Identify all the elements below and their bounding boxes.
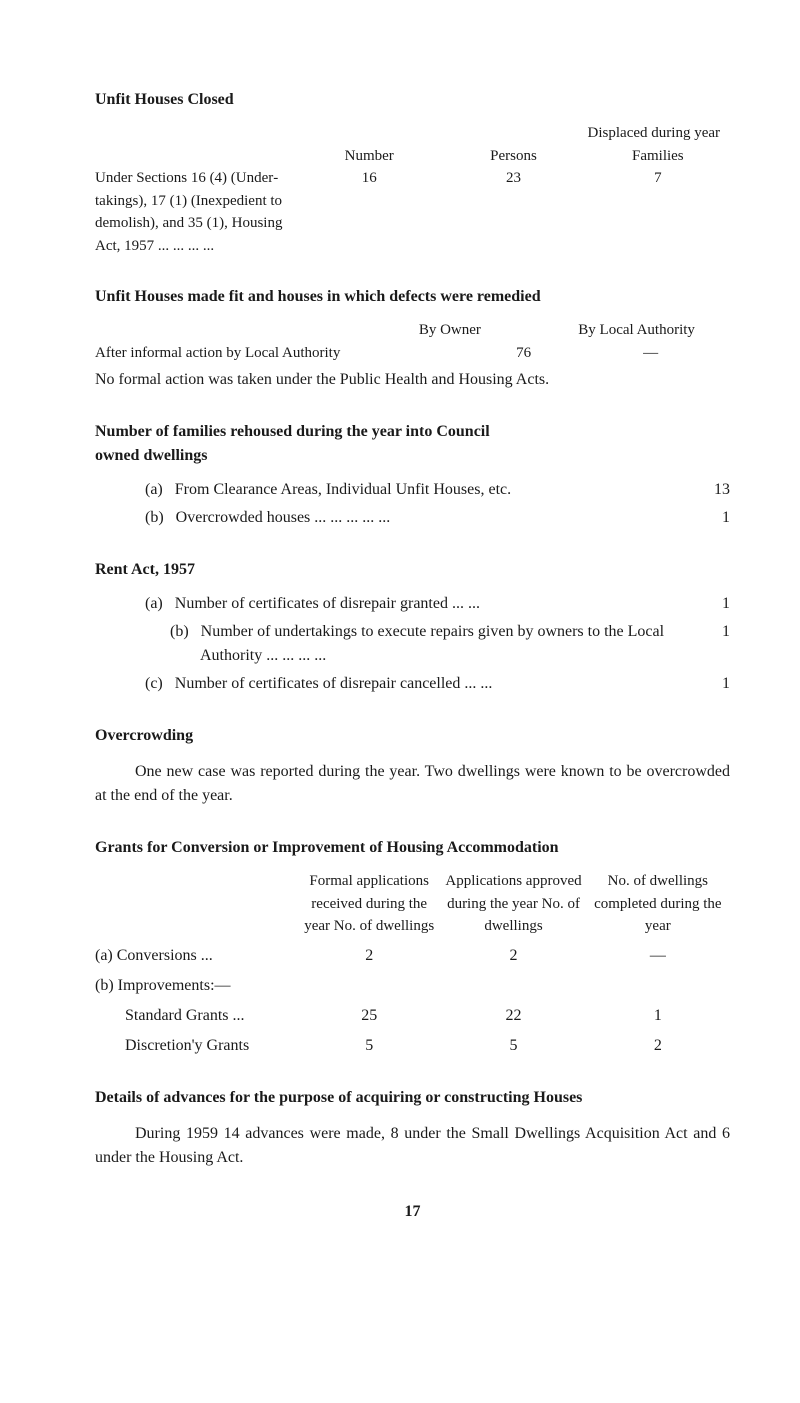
grants-row-a-label: (a) Conversions ... xyxy=(95,944,297,968)
section2-note: No formal action was taken under the Pub… xyxy=(95,368,730,392)
section4-item-a: (a) Number of certificates of disrepair … xyxy=(145,592,730,616)
section3-b-text: Overcrowded houses ... ... ... ... ... xyxy=(176,509,391,526)
section2-row1-label: After informal action by Local Authority xyxy=(95,342,476,365)
col-by-authority: By Local Authority xyxy=(543,319,730,342)
grants-row-a-v3: — xyxy=(586,944,730,968)
heading-rent-act: Rent Act, 1957 xyxy=(95,558,730,582)
heading-grants: Grants for Conversion or Improvement of … xyxy=(95,836,730,860)
section1-number: 16 xyxy=(297,167,441,257)
grants-row-a-v1: 2 xyxy=(297,944,441,968)
heading-unfit-closed: Unfit Houses Closed xyxy=(95,88,730,112)
section2-row1-authority: — xyxy=(571,342,730,365)
section3-a-text: From Clearance Areas, Individual Unfit H… xyxy=(175,481,511,498)
section4-item-c: (c) Number of certificates of disrepair … xyxy=(145,672,730,696)
col-by-owner: By Owner xyxy=(356,319,543,342)
section4-c-text: Number of certificates of disrepair canc… xyxy=(175,675,493,692)
grants-row-b-label: (b) Improvements:— xyxy=(95,974,297,998)
section4-b-letter: (b) xyxy=(170,623,189,640)
grants-col3: No. of dwellings completed during the ye… xyxy=(586,870,730,938)
grants-row-std-v2: 22 xyxy=(441,1004,585,1028)
grants-table: Formal applica­tions received during the… xyxy=(95,870,730,1058)
overcrowding-para: One new case was reported during the yea… xyxy=(95,760,730,808)
grants-row-std-v3: 1 xyxy=(586,1004,730,1028)
section1-persons: 23 xyxy=(441,167,585,257)
section4-a-text: Number of certificates of disrepair gran… xyxy=(175,595,480,612)
section2-row1-owner: 76 xyxy=(476,342,571,365)
section3-item-b: (b) Overcrowded houses ... ... ... ... .… xyxy=(145,506,730,530)
grants-row-a-v2: 2 xyxy=(441,944,585,968)
section4-a-val: 1 xyxy=(690,592,730,616)
heading-families-rehoused: Number of families rehoused during the y… xyxy=(95,420,495,468)
section4-b-val: 1 xyxy=(690,620,730,668)
section4-item-b: (b) Number of undertakings to execute re… xyxy=(145,620,730,668)
section2-row1: After informal action by Local Authority… xyxy=(95,342,730,365)
grants-row-disc-v1: 5 xyxy=(297,1034,441,1058)
section1-desc: Under Sections 16 (4) (Under­takings), 1… xyxy=(95,167,297,257)
section1-headers: Number Persons Families xyxy=(95,145,730,168)
grants-col2: Applications approved during the year No… xyxy=(441,870,585,938)
section4-c-letter: (c) xyxy=(145,675,163,692)
heading-advances: Details of advances for the purpose of a… xyxy=(95,1086,730,1110)
col-number: Number xyxy=(297,145,441,168)
section3-b-letter: (b) xyxy=(145,509,164,526)
grants-row-std-v1: 25 xyxy=(297,1004,441,1028)
section3-item-a: (a) From Clearance Areas, Individual Unf… xyxy=(145,478,730,502)
advances-para: During 1959 14 advances were made, 8 und… xyxy=(95,1122,730,1170)
grants-row-disc-v2: 5 xyxy=(441,1034,585,1058)
section1-families: 7 xyxy=(586,167,730,257)
section3-b-val: 1 xyxy=(690,506,730,530)
grants-row-disc-label: Discretion'y Grants xyxy=(95,1034,297,1058)
section2-headers: By Owner By Local Authority xyxy=(95,319,730,342)
heading-overcrowding: Overcrowding xyxy=(95,724,730,748)
displaced-label: Displaced during year xyxy=(95,122,720,145)
grants-row-disc-v3: 2 xyxy=(586,1034,730,1058)
section4-c-val: 1 xyxy=(690,672,730,696)
section1-row: Under Sections 16 (4) (Under­takings), 1… xyxy=(95,167,730,257)
grants-col1: Formal applica­tions received during the… xyxy=(297,870,441,938)
heading-unfit-remedied: Unfit Houses made fit and houses in whic… xyxy=(95,285,730,309)
page-number: 17 xyxy=(95,1200,730,1224)
grants-row-std-label: Standard Grants ... xyxy=(95,1004,297,1028)
section3-a-val: 13 xyxy=(690,478,730,502)
col-persons: Persons xyxy=(441,145,585,168)
section4-a-letter: (a) xyxy=(145,595,163,612)
col-families: Families xyxy=(586,145,730,168)
section4-b-text: Number of undertakings to execute repair… xyxy=(200,623,664,664)
section3-a-letter: (a) xyxy=(145,481,163,498)
